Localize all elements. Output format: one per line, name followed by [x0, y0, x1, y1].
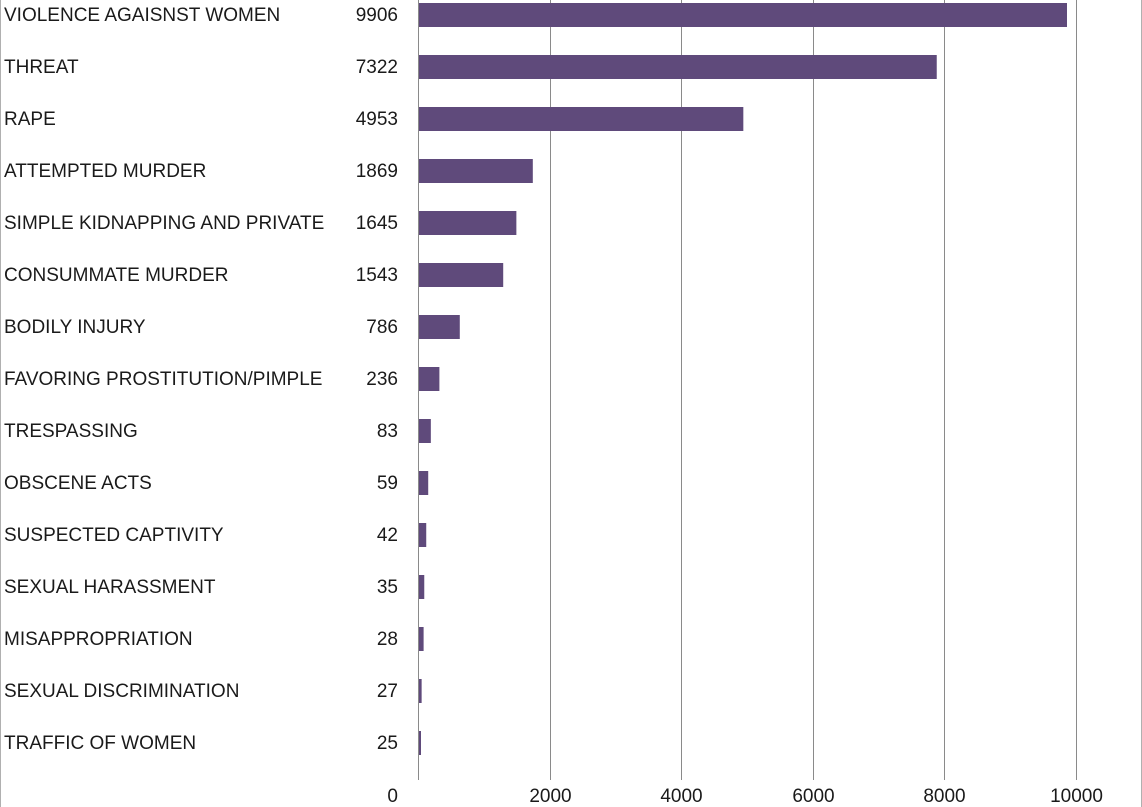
bar: [419, 627, 424, 651]
bar: [419, 211, 517, 235]
category-label: SIMPLE KIDNAPPING AND PRIVATE: [4, 213, 324, 234]
category-label: TRESPASSING: [4, 421, 138, 442]
bar: [419, 3, 1067, 27]
category-label: VIOLENCE AGAISNST WOMEN: [4, 5, 280, 26]
data-label: 7322: [356, 57, 398, 78]
category-label: THREAT: [4, 57, 79, 78]
category-label: OBSCENE ACTS: [4, 473, 152, 494]
bar: [419, 731, 421, 755]
x-tick-label: 0: [387, 786, 398, 807]
data-label: 4953: [356, 109, 398, 130]
x-axis-ticks: 0 2000 4000 6000 8000 10000: [387, 786, 1103, 807]
data-label: 1869: [356, 161, 398, 182]
data-label: 28: [377, 629, 398, 650]
category-label: SUSPECTED CAPTIVITY: [4, 525, 224, 546]
bar: [419, 107, 744, 131]
category-label: FAVORING PROSTITUTION/PIMPLE: [4, 369, 322, 390]
bar: [419, 523, 427, 547]
x-tick-label: 10000: [1050, 786, 1103, 807]
bar: [419, 575, 425, 599]
bar: [419, 367, 440, 391]
x-tick-label: 2000: [529, 786, 571, 807]
data-label: 59: [377, 473, 398, 494]
label-layer: VIOLENCE AGAISNST WOMEN 9906 THREAT 7322 RAP…: [4, 5, 398, 754]
category-label: BODILY INJURY: [4, 317, 146, 338]
bar: [419, 679, 422, 703]
category-label: RAPE: [4, 109, 56, 130]
data-label: 1645: [356, 213, 398, 234]
category-label: MISAPPROPRIATION: [4, 629, 193, 650]
bar: [419, 419, 431, 443]
x-tick-label: 4000: [660, 786, 702, 807]
data-label: 1543: [356, 265, 398, 286]
data-label: 27: [377, 681, 398, 702]
bar: [419, 315, 460, 339]
bar: [419, 159, 533, 183]
category-label: CONSUMMATE MURDER: [4, 265, 228, 286]
data-label: 35: [377, 577, 398, 598]
bar: [419, 55, 937, 79]
data-label: 786: [366, 317, 398, 338]
category-label: SEXUAL HARASSMENT: [4, 577, 216, 598]
bar: [419, 263, 504, 287]
data-label: 9906: [356, 5, 398, 26]
bar-layer: [419, 3, 1067, 755]
data-label: 25: [377, 733, 398, 754]
data-label: 236: [366, 369, 398, 390]
data-label: 83: [377, 421, 398, 442]
data-label: 42: [377, 525, 398, 546]
x-tick-label: 6000: [792, 786, 834, 807]
category-label: ATTEMPTED MURDER: [4, 161, 206, 182]
x-tick-label: 8000: [923, 786, 965, 807]
category-label: TRAFFIC OF WOMEN: [4, 733, 196, 754]
bar: [419, 471, 429, 495]
category-label: SEXUAL DISCRIMINATION: [4, 681, 239, 702]
